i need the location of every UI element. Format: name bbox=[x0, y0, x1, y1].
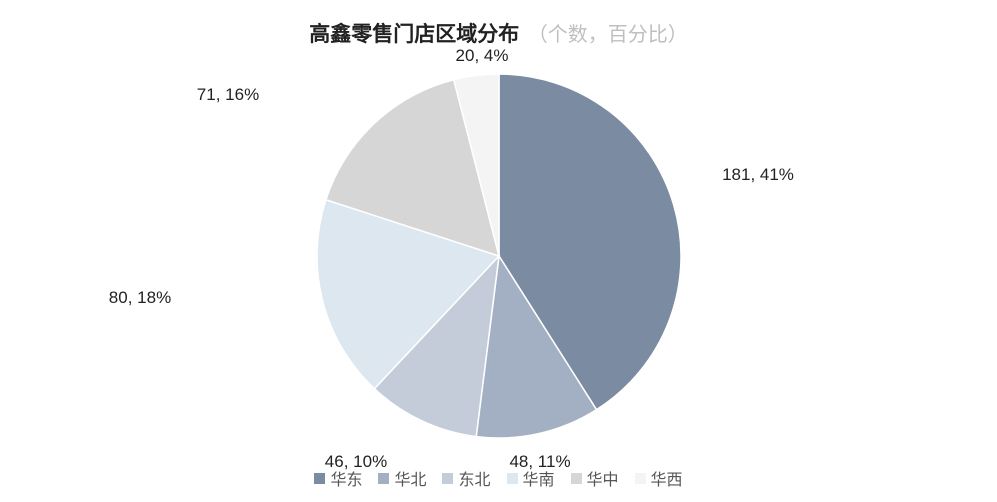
legend-label-东北: 东北 bbox=[458, 466, 490, 490]
legend-label-华西: 华西 bbox=[651, 466, 683, 490]
legend-swatch-华南 bbox=[507, 473, 518, 484]
data-label-东北: 46, 10% bbox=[325, 452, 387, 472]
legend: 华东华北东北华南华中华西 bbox=[0, 466, 997, 490]
data-label-华南: 80, 18% bbox=[109, 288, 171, 308]
legend-swatch-华中 bbox=[571, 473, 582, 484]
legend-swatch-东北 bbox=[442, 473, 453, 484]
legend-item-华西: 华西 bbox=[635, 466, 683, 490]
legend-label-华中: 华中 bbox=[587, 466, 619, 490]
data-label-华中: 71, 16% bbox=[197, 85, 259, 105]
legend-label-华北: 华北 bbox=[394, 466, 426, 490]
title-sub-text: （个数，百分比） bbox=[528, 24, 688, 46]
title-main-text: 高鑫零售门店区域分布 bbox=[309, 23, 519, 46]
legend-swatch-华西 bbox=[635, 473, 646, 484]
data-label-华北: 48, 11% bbox=[509, 452, 570, 472]
chart-title: 高鑫零售门店区域分布 （个数，百分比） bbox=[0, 0, 997, 48]
legend-item-华中: 华中 bbox=[571, 466, 619, 490]
pie-chart bbox=[315, 72, 683, 440]
legend-swatch-华东 bbox=[314, 473, 325, 484]
chart-area bbox=[0, 50, 997, 462]
legend-swatch-华北 bbox=[378, 473, 389, 484]
legend-item-东北: 东北 bbox=[442, 466, 490, 490]
data-label-华东: 181, 41% bbox=[722, 165, 794, 185]
data-label-华西: 20, 4% bbox=[456, 46, 509, 66]
